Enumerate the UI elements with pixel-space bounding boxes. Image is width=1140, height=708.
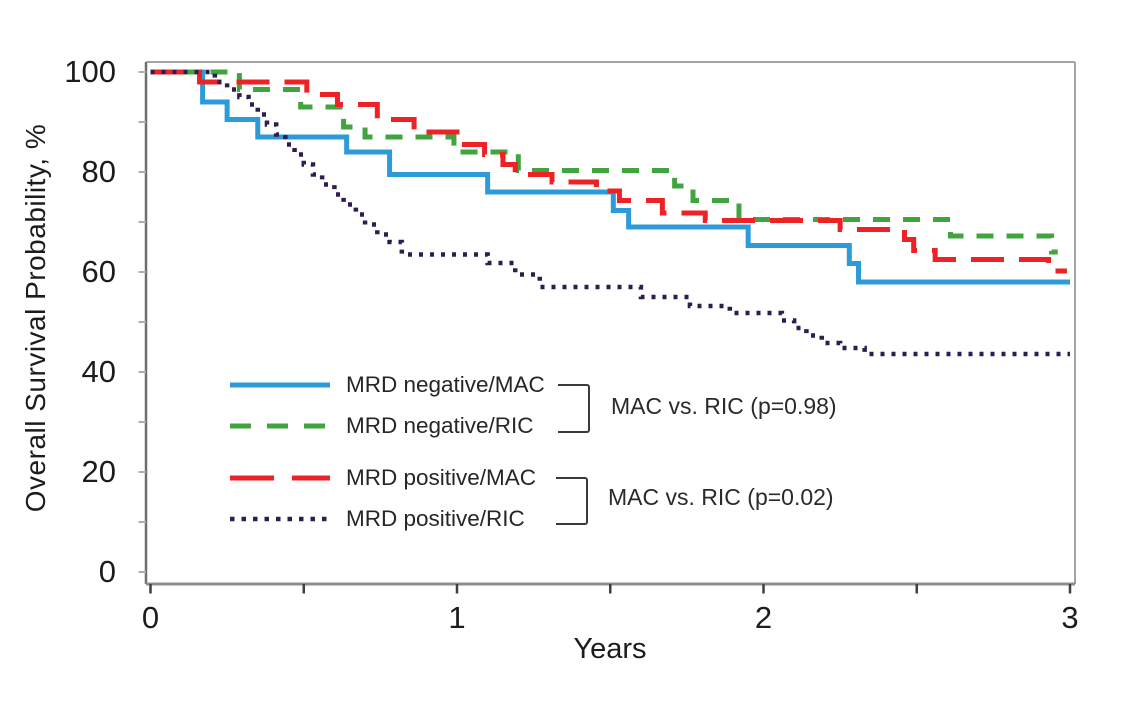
series-line-mrd-positive-ric — [150, 69, 1070, 357]
series-line-mrd-negative-mac — [150, 69, 1070, 285]
y-tick-label: 0 — [98, 554, 116, 589]
x-axis-title: Years — [573, 633, 647, 665]
y-tick-label: 20 — [81, 454, 116, 489]
y-tick-label: 40 — [81, 354, 116, 389]
x-tick-label: 2 — [754, 600, 773, 635]
y-tick-label: 60 — [81, 254, 116, 289]
y-tick-label: 80 — [81, 154, 116, 189]
y-tick-label: 100 — [64, 54, 116, 89]
x-tick-label: 0 — [141, 600, 160, 635]
x-tick-label: 3 — [1061, 600, 1079, 635]
series-line-mrd-positive-mac — [150, 69, 1067, 274]
series-line-mrd-negative-ric — [150, 69, 1058, 255]
x-tick-label: 1 — [448, 600, 466, 635]
